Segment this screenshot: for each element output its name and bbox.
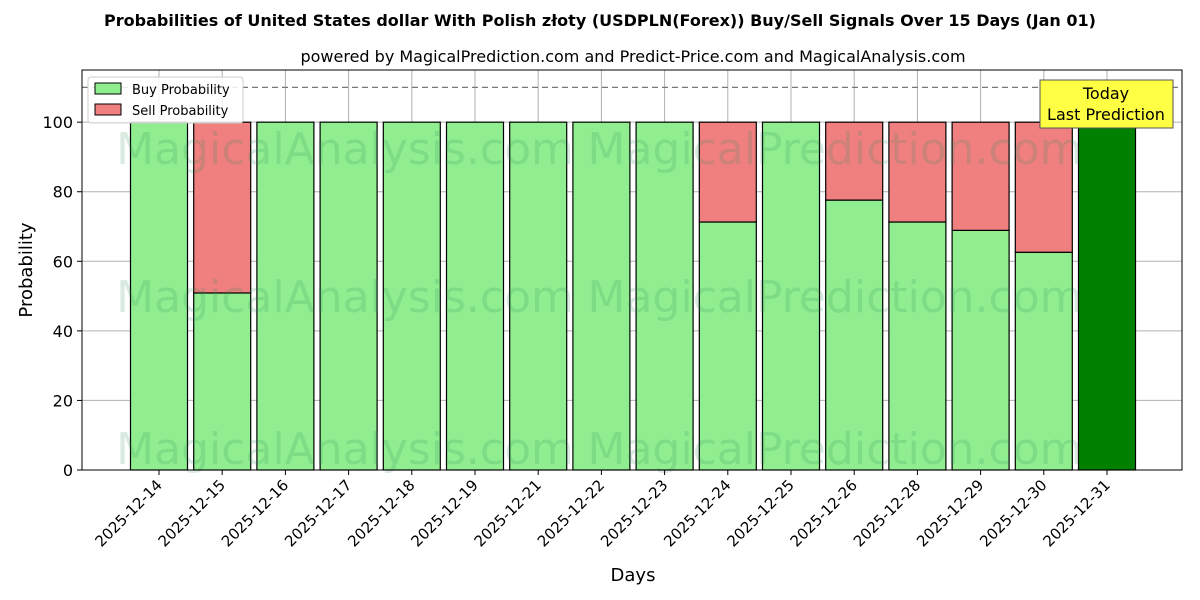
x-tick-label: 2025-12-25	[723, 476, 797, 550]
y-tick-label: 100	[42, 113, 73, 132]
buy-bar	[382, 121, 441, 471]
x-tick-label: 2025-12-28	[850, 476, 924, 550]
x-axis-label: Days	[611, 565, 656, 586]
buy-bar	[509, 121, 568, 471]
x-tick-label: 2025-12-22	[534, 476, 608, 550]
x-tick-label: 2025-12-30	[976, 476, 1050, 550]
bars	[129, 121, 1137, 471]
y-tick-label: 20	[53, 391, 73, 410]
x-tick-label: 2025-12-23	[597, 476, 671, 550]
buy-bar	[572, 121, 631, 471]
buy-bar	[951, 229, 1010, 471]
x-tick-label: 2025-12-29	[913, 476, 987, 550]
y-tick-label: 60	[53, 252, 73, 271]
sell-bar	[698, 121, 757, 223]
annotation-line1: Today	[1082, 84, 1129, 103]
legend: Buy Probability Sell Probability	[87, 76, 244, 124]
sell-bar	[888, 121, 947, 223]
annotation-line2: Last Prediction	[1047, 105, 1165, 124]
buy-bar	[256, 121, 315, 471]
sell-bar	[951, 121, 1010, 231]
legend-label-buy: Buy Probability	[132, 83, 230, 98]
buy-bar	[761, 121, 821, 471]
buy-bar	[319, 121, 378, 471]
plot-frame	[81, 69, 1183, 471]
buy-bar	[1014, 251, 1073, 471]
x-tick-label: 2025-12-31	[1039, 476, 1113, 550]
chart-title: Probabilities of United States dollar Wi…	[104, 11, 1096, 30]
x-tick-label: 2025-12-26	[787, 476, 861, 550]
watermark: MagicalPrediction.com	[588, 272, 1083, 323]
legend-swatch-sell	[94, 103, 122, 116]
x-tick-label: 2025-12-24	[660, 476, 734, 550]
y-axis-label: Probability	[16, 222, 37, 317]
legend-box	[87, 76, 244, 124]
x-tick-label: 2025-12-17	[281, 476, 355, 550]
x-tick-label: 2025-12-15	[155, 476, 229, 550]
x-tick-label: 2025-12-16	[218, 476, 292, 550]
x-tick-label: 2025-12-18	[344, 476, 418, 550]
chart-subtitle: powered by MagicalPrediction.com and Pre…	[300, 47, 965, 66]
watermark: MagicalPrediction.com	[588, 124, 1083, 175]
x-axis: 2025-12-142025-12-152025-12-162025-12-17…	[91, 470, 1114, 550]
x-tick-label: 2025-12-21	[471, 476, 545, 550]
annotation-box	[1039, 79, 1174, 129]
legend-label-sell: Sell Probability	[132, 104, 229, 119]
buy-bar	[825, 199, 884, 471]
buy-bar	[635, 121, 694, 471]
legend-swatch-buy	[94, 82, 122, 95]
watermarks: MagicalAnalysis.com MagicalPrediction.com…	[116, 124, 1082, 475]
x-tick-label: 2025-12-19	[407, 476, 481, 550]
y-tick-label: 80	[53, 183, 73, 202]
buy-bar	[1077, 121, 1137, 471]
watermark: MagicalAnalysis.com	[116, 124, 574, 175]
watermark: MagicalAnalysis.com	[116, 424, 574, 475]
buy-bar	[698, 221, 757, 471]
y-tick-label: 40	[53, 322, 73, 341]
x-tick-label: 2025-12-14	[91, 476, 165, 550]
watermark: MagicalAnalysis.com	[116, 272, 574, 323]
y-axis: 0 20 40 60 80 100	[42, 113, 82, 480]
buy-bar	[445, 121, 505, 471]
y-tick-label: 0	[63, 461, 73, 480]
buy-bar	[888, 221, 947, 471]
today-annotation: Today Last Prediction	[1039, 79, 1174, 129]
sell-bar	[193, 121, 252, 294]
watermark: MagicalPrediction.com	[588, 424, 1083, 475]
sell-bar	[825, 121, 884, 201]
sell-bar	[1014, 121, 1073, 253]
